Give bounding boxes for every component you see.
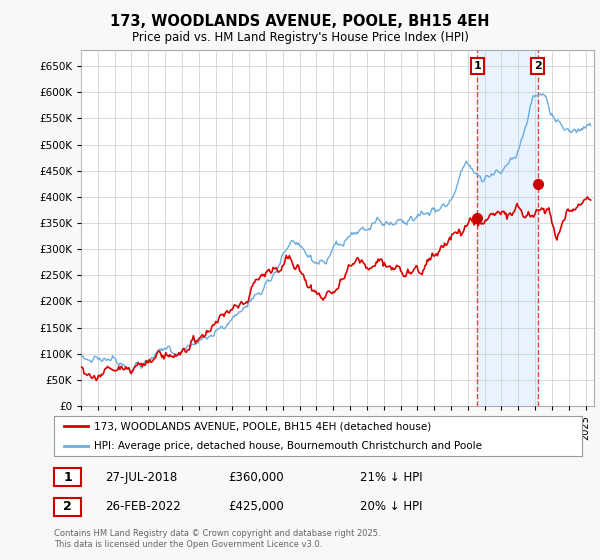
Text: 1: 1 xyxy=(473,61,481,71)
Text: 173, WOODLANDS AVENUE, POOLE, BH15 4EH: 173, WOODLANDS AVENUE, POOLE, BH15 4EH xyxy=(110,14,490,29)
Text: 2: 2 xyxy=(63,500,72,514)
Text: 1: 1 xyxy=(63,470,72,484)
Text: 2: 2 xyxy=(534,61,542,71)
Text: £360,000: £360,000 xyxy=(228,470,284,484)
Text: HPI: Average price, detached house, Bournemouth Christchurch and Poole: HPI: Average price, detached house, Bour… xyxy=(94,441,482,451)
Text: 21% ↓ HPI: 21% ↓ HPI xyxy=(360,470,422,484)
Text: 173, WOODLANDS AVENUE, POOLE, BH15 4EH (detached house): 173, WOODLANDS AVENUE, POOLE, BH15 4EH (… xyxy=(94,421,431,431)
Text: 26-FEB-2022: 26-FEB-2022 xyxy=(105,500,181,514)
Bar xyxy=(478,50,538,406)
Text: Contains HM Land Registry data © Crown copyright and database right 2025.
This d: Contains HM Land Registry data © Crown c… xyxy=(54,529,380,549)
Text: Price paid vs. HM Land Registry's House Price Index (HPI): Price paid vs. HM Land Registry's House … xyxy=(131,31,469,44)
Text: £425,000: £425,000 xyxy=(228,500,284,514)
Text: 20% ↓ HPI: 20% ↓ HPI xyxy=(360,500,422,514)
Text: 27-JUL-2018: 27-JUL-2018 xyxy=(105,470,177,484)
